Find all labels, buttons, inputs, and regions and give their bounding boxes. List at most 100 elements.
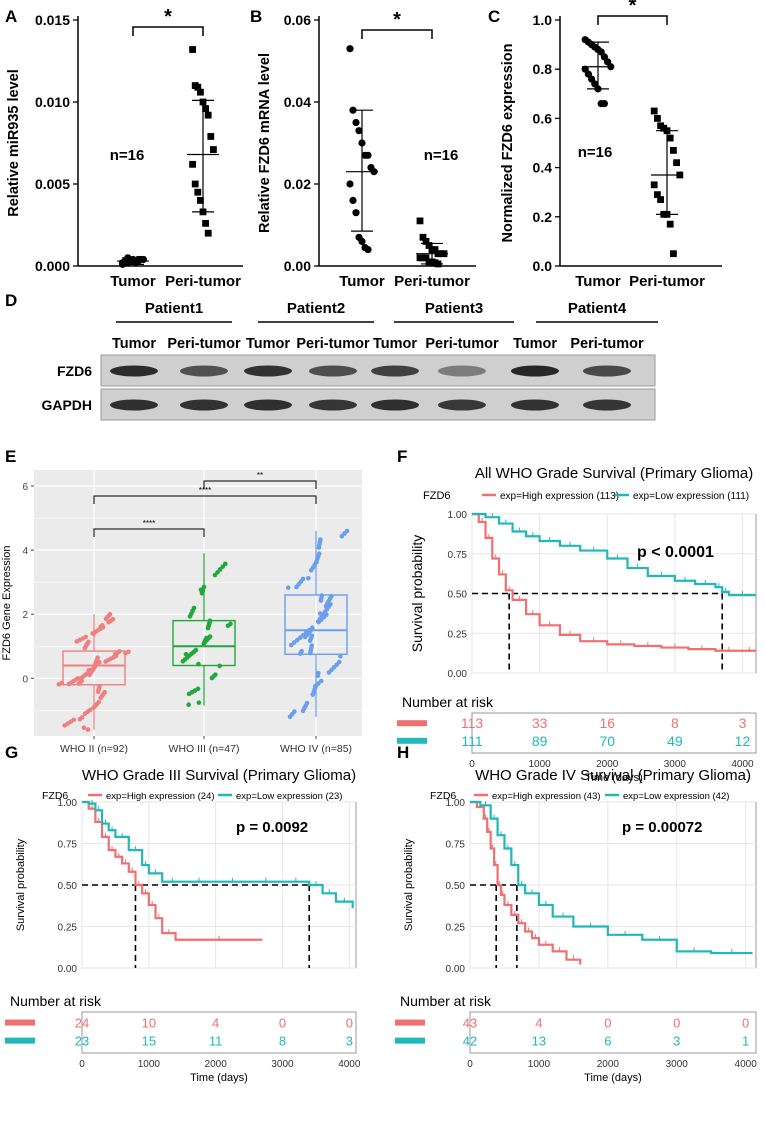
- risk-count: 89: [532, 733, 548, 749]
- data-point: [191, 180, 199, 188]
- panel-letter-c: C: [488, 7, 500, 26]
- risk-table-frame: [469, 1011, 757, 1054]
- data-point: [95, 689, 101, 695]
- significance-label: ****: [199, 486, 211, 495]
- y-tick-label: 2: [22, 610, 28, 621]
- x-tick-label: 4000: [735, 1059, 758, 1070]
- patient-label: Patient2: [287, 300, 345, 317]
- legend-label: exp=High expression (24): [106, 791, 215, 802]
- blot-row-label: FZD6: [57, 363, 92, 379]
- risk-count: 8: [671, 715, 679, 731]
- data-point: [103, 659, 108, 664]
- y-tick-label: 0.75: [448, 550, 468, 561]
- panel-letter-d: D: [5, 291, 17, 310]
- y-tick-label: 0.0: [533, 258, 553, 274]
- data-point: [202, 219, 209, 227]
- data-point: [364, 246, 372, 254]
- blot-band: [438, 399, 486, 411]
- p-value: p = 0.00072: [622, 819, 702, 836]
- data-point: [212, 572, 218, 578]
- data-point: [666, 134, 674, 142]
- data-point: [300, 708, 306, 714]
- data-point: [306, 575, 311, 581]
- risk-table-title: Number at risk: [10, 993, 102, 1009]
- data-point: [197, 88, 204, 96]
- data-point: [285, 585, 291, 590]
- risk-count: 10: [142, 1016, 156, 1031]
- data-point: [650, 181, 658, 189]
- significance-bracket: [93, 495, 317, 504]
- blot-band: [244, 399, 292, 411]
- y-tick-label: 0.06: [284, 12, 311, 28]
- y-tick-label: 0.25: [58, 923, 78, 934]
- risk-count: 43: [463, 1016, 477, 1031]
- y-axis-label: Survival probability: [15, 838, 27, 931]
- y-axis-label: Relative FZD6 mRNA level: [257, 53, 273, 233]
- data-point: [318, 678, 324, 684]
- data-point: [82, 645, 88, 651]
- data-point: [670, 250, 677, 258]
- risk-count: 11: [209, 1034, 223, 1049]
- panel-letter-h: H: [397, 743, 409, 762]
- data-point: [352, 118, 360, 127]
- risk-count: 4: [212, 1016, 219, 1031]
- panel-letter-b: B: [250, 7, 262, 26]
- data-point: [654, 115, 661, 122]
- x-tick-label: 4000: [338, 1059, 361, 1070]
- y-tick-label: 0.4: [533, 160, 553, 176]
- significance-label: ****: [143, 519, 155, 528]
- blot-row-label: GAPDH: [41, 397, 92, 413]
- risk-count: 113: [461, 715, 484, 731]
- data-point: [326, 670, 332, 675]
- legend-label: exp=High expression (113): [500, 491, 619, 502]
- significance-bracket: [132, 26, 204, 36]
- data-point: [62, 723, 68, 728]
- y-tick-label: 0.000: [35, 258, 70, 274]
- data-point: [74, 639, 80, 644]
- data-point: [338, 653, 343, 659]
- data-point: [202, 105, 209, 112]
- risk-count: 0: [346, 1016, 353, 1031]
- risk-count: 0: [673, 1016, 680, 1031]
- panel-b: 0.00 0.02 0.04 0.06 Relative FZD6 mRNA level…: [257, 9, 476, 290]
- y-tick-label: 1.0: [533, 12, 553, 28]
- x-tick-label: 1000: [138, 1059, 161, 1070]
- x-tick-label: 0: [79, 1059, 85, 1070]
- y-axis-label: Survival probability: [409, 535, 425, 653]
- data-point: [650, 107, 658, 115]
- risk-count: 49: [667, 733, 683, 749]
- risk-count: 33: [532, 715, 548, 731]
- data-point: [294, 584, 299, 590]
- significance-label: **: [257, 471, 263, 480]
- y-tick-label: 0.00: [284, 258, 311, 274]
- data-point: [209, 675, 215, 681]
- blot-band: [511, 365, 559, 377]
- data-point: [197, 197, 204, 204]
- x-category-label: Tumor: [339, 273, 385, 290]
- data-point: [316, 545, 322, 550]
- risk-count: 4: [535, 1016, 542, 1031]
- box: [172, 619, 236, 667]
- panel-letter-f: F: [397, 447, 407, 466]
- data-point: [85, 727, 91, 732]
- lane-label: Peri-tumor: [296, 336, 370, 352]
- data-point: [66, 681, 72, 687]
- data-point: [204, 111, 212, 119]
- x-axis-label: Time (days): [190, 1072, 248, 1084]
- data-point: [431, 246, 439, 253]
- data-point: [189, 46, 196, 53]
- data-point: [81, 725, 87, 731]
- risk-table-title: Number at risk: [400, 993, 492, 1009]
- x-category-label: Peri-tumor: [629, 273, 705, 290]
- data-point: [56, 682, 62, 687]
- lane-label: Tumor: [373, 336, 417, 352]
- data-point: [205, 625, 211, 631]
- risk-count: 23: [75, 1034, 89, 1049]
- x-tick-label: 4000: [731, 759, 754, 770]
- significance-star: *: [393, 9, 401, 31]
- y-tick-label: 4: [22, 546, 28, 557]
- data-point: [673, 159, 680, 167]
- risk-count: 3: [673, 1034, 680, 1049]
